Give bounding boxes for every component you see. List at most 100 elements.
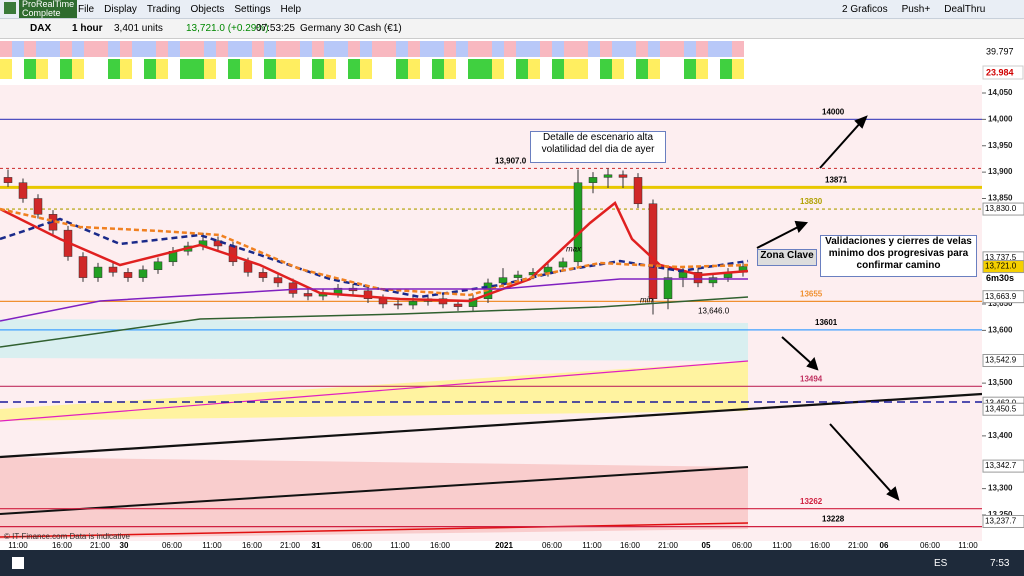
strip-cell [144, 59, 156, 79]
strip-cell [552, 59, 564, 79]
price-flag [982, 353, 1024, 367]
strip-cell [420, 41, 432, 57]
indicator-strips [0, 41, 744, 79]
strip-cell [228, 41, 240, 57]
strip-cell [372, 59, 384, 79]
time-label: 06:00 [162, 541, 183, 550]
strip-cell [660, 59, 672, 79]
menu-item[interactable]: Settings [234, 4, 271, 15]
strip-cell [252, 59, 264, 79]
low-marker: 13,646.0 [698, 307, 730, 316]
toolbar-button[interactable]: 2 Graficos [842, 4, 888, 15]
clock: 7:53 [990, 558, 1010, 569]
strip-cell [72, 41, 84, 57]
strip-cell [60, 59, 72, 79]
strip-cell [96, 59, 108, 79]
strip-cell [408, 59, 420, 79]
menu-item[interactable]: File [78, 4, 95, 15]
trend-line [0, 392, 983, 459]
price-flag [982, 514, 1024, 528]
candle-body [78, 256, 88, 278]
band-line [0, 466, 749, 515]
time-label: 06:00 [542, 541, 563, 550]
moving-averages [0, 201, 749, 348]
indicator-value: 39.797 [986, 46, 1014, 56]
strip-cell [348, 59, 360, 79]
time-label: 21:00 [280, 541, 301, 550]
strip-cell [0, 41, 12, 57]
app-name: ProRealTime Complete [19, 0, 78, 18]
strip-cell [372, 41, 384, 57]
timeframe[interactable]: 1 hour [72, 23, 103, 34]
start-button[interactable] [12, 557, 24, 569]
strip-cell [144, 41, 156, 57]
price-flag [982, 459, 1024, 473]
candle-body [453, 303, 463, 307]
menu-item[interactable]: Objects [190, 4, 225, 15]
strip-cell [696, 41, 708, 57]
strip-cell [432, 59, 444, 79]
strip-cell [0, 59, 12, 79]
title-bar: ProRealTime Complete File Display Trading Ob… [0, 0, 1024, 19]
strip-cell [108, 59, 120, 79]
time-label: 16:00 [430, 541, 451, 550]
price-flag [982, 260, 1024, 274]
annotation-text: Detalle de escenario alta volatilidad de… [541, 132, 655, 155]
menu-item[interactable]: Display [104, 4, 137, 15]
strip-cell [360, 41, 372, 57]
arrows [756, 115, 900, 501]
strip-cell [192, 41, 204, 57]
app-icon [4, 2, 16, 14]
candle-body [648, 203, 658, 299]
strip-cell [216, 41, 228, 57]
strip-cell [108, 41, 120, 57]
price-tick-label: 13,600 [988, 325, 1013, 334]
strip-cell [60, 41, 72, 57]
strip-cell [300, 41, 312, 57]
strip-cell [12, 41, 24, 57]
strip-cell [168, 41, 180, 57]
strip-cell [732, 59, 744, 79]
candle-body [33, 198, 43, 215]
strip-cell [684, 41, 696, 57]
strip-cell [264, 41, 276, 57]
strip-cell [264, 59, 276, 79]
strip-cell [312, 59, 324, 79]
toolbar-button[interactable]: DealThru [944, 4, 986, 15]
strip-cell [492, 59, 504, 79]
strip-cell [288, 41, 300, 57]
units[interactable]: 3,401 units [114, 23, 163, 34]
app-edition: Complete [22, 8, 61, 18]
candle-body [363, 290, 373, 299]
strip-cell [384, 41, 396, 57]
instrument[interactable]: DAX [30, 23, 52, 34]
strip-cell [36, 59, 48, 79]
time-axis-labels: 11:00 16:00 21:00 30 06:00 11:00 16:00 21:00 31 0… [8, 541, 978, 550]
strip-cell [240, 59, 252, 79]
zone-cyan [0, 319, 748, 361]
app-title: ProRealTime [22, 0, 75, 9]
strip-cell [336, 59, 348, 79]
strip-cell [636, 59, 648, 79]
level-label: 13494 [800, 374, 823, 383]
menu-item[interactable]: Trading [146, 4, 181, 15]
menu-item[interactable]: Help [280, 4, 302, 15]
strip-cell [204, 59, 216, 79]
time-label: 30 [120, 541, 129, 550]
strip-cell [300, 59, 312, 79]
strip-cell [36, 41, 48, 57]
level-label: 13228 [822, 515, 845, 524]
strip-cell [456, 59, 468, 79]
price-flag-label: 13,663.9 [985, 292, 1017, 301]
candle-body [273, 277, 283, 284]
toolbar-button[interactable]: Push+ [901, 4, 931, 15]
strip-cell [528, 59, 540, 79]
chart: 14000 13,907.0 13871 13830 13655 13601 13494 13… [0, 39, 1024, 550]
time-label: 11:00 [202, 541, 222, 550]
strip-cell [480, 41, 492, 57]
time-label: 06 [880, 541, 889, 550]
language: ES [934, 558, 948, 569]
strip-cell [588, 59, 600, 79]
time-label: 05 [702, 541, 711, 550]
